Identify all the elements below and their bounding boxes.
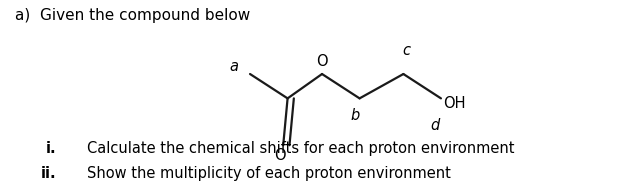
Text: i.: i. xyxy=(46,141,56,157)
Text: a)  Given the compound below: a) Given the compound below xyxy=(15,8,250,23)
Text: OH: OH xyxy=(443,96,465,111)
Text: O: O xyxy=(275,148,286,163)
Text: Show the multiplicity of each proton environment: Show the multiplicity of each proton env… xyxy=(87,166,451,181)
Text: d: d xyxy=(430,118,439,133)
Text: b: b xyxy=(351,108,360,123)
Text: ii.: ii. xyxy=(41,166,56,181)
Text: a: a xyxy=(230,59,239,74)
Text: O: O xyxy=(316,54,328,69)
Text: Calculate the chemical shifts for each proton environment: Calculate the chemical shifts for each p… xyxy=(87,141,515,157)
Text: c: c xyxy=(403,43,411,58)
